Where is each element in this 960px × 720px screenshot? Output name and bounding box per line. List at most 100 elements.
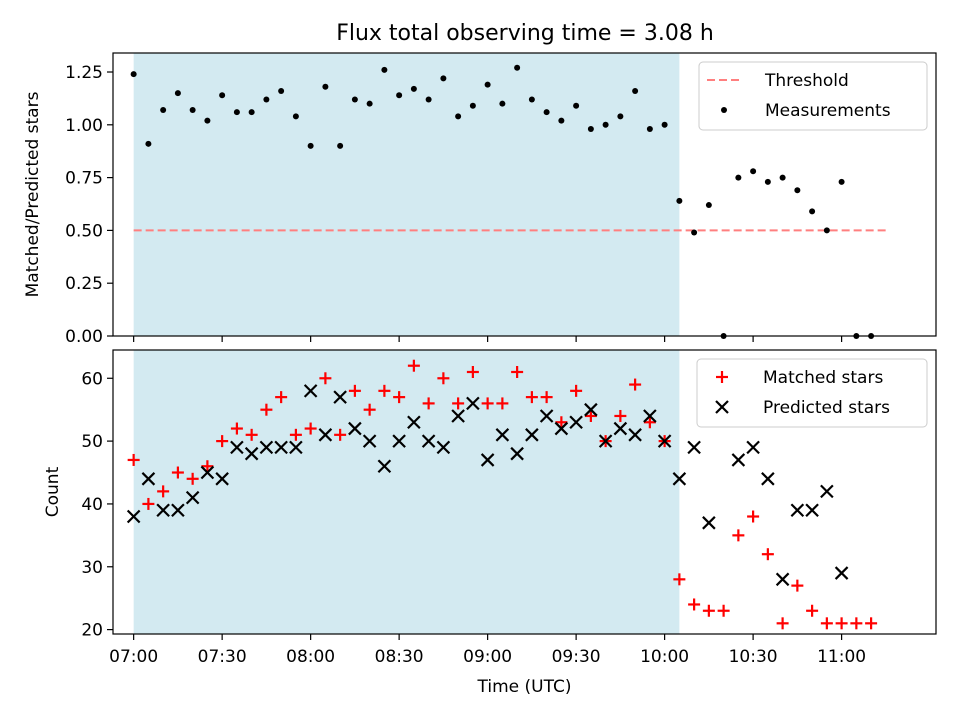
- measurement-point: [469, 102, 476, 109]
- matched-star-point: [835, 617, 848, 630]
- x-tick-label: 09:30: [552, 647, 601, 667]
- matched-star-point: [688, 598, 701, 611]
- measurement-point: [823, 227, 830, 234]
- matched-star-point: [540, 391, 553, 404]
- predicted-star-point: [436, 440, 451, 455]
- measurement-point: [307, 142, 314, 149]
- observing-interval-shade: [133, 53, 680, 336]
- top-plot-frame: [112, 52, 937, 337]
- predicted-star-point: [362, 434, 377, 448]
- predicted-star-point: [584, 402, 598, 417]
- measurement-point: [809, 208, 816, 215]
- matched-star-point: [363, 403, 376, 416]
- predicted-star-point: [244, 446, 259, 461]
- matched-star-point: [201, 460, 214, 473]
- y-tick-label: 0.50: [65, 221, 103, 241]
- x-tick-label: 07:30: [198, 647, 247, 667]
- predicted-star-point: [569, 415, 583, 430]
- matched-star-point: [378, 384, 391, 397]
- measurement-point: [646, 126, 653, 133]
- matched-star-point: [732, 529, 745, 542]
- matched-star-point: [820, 617, 833, 630]
- matched-star-point: [157, 485, 170, 498]
- matched-star-point: [570, 384, 583, 397]
- matched-star-point: [629, 378, 642, 391]
- bottom-plot-frame: [112, 349, 937, 635]
- measurement-point: [661, 121, 668, 128]
- predicted-star-point: [628, 428, 642, 442]
- predicted-star-point: [820, 484, 834, 499]
- matched-star-point: [245, 428, 258, 441]
- matched-star-point: [496, 397, 509, 410]
- y-tick-label: 30: [81, 558, 103, 578]
- predicted-star-point: [421, 434, 436, 448]
- matched-star-point: [643, 416, 656, 429]
- matched-star-point: [437, 372, 450, 385]
- measurement-point: [558, 117, 565, 124]
- measurement-point: [440, 75, 447, 82]
- legend-label: Predicted stars: [763, 398, 890, 418]
- measurement-point: [292, 113, 299, 120]
- predicted-star-point: [731, 453, 746, 467]
- top-legend: Threshold Measurements: [698, 61, 928, 131]
- predicted-star-point: [657, 434, 672, 448]
- measurement-point: [337, 142, 344, 149]
- measurement-point: [219, 92, 226, 99]
- matched-star-point: [171, 466, 184, 479]
- predicted-star-point: [525, 428, 539, 442]
- predicted-star-point: [554, 421, 569, 436]
- predicted-star-point: [539, 409, 554, 423]
- bottom-panel: 20 30 40 50 60 07:00 07:30 08:00 08:30 09:00 09:3…: [43, 349, 937, 697]
- predicted-star-point: [510, 446, 524, 461]
- matched-star-point: [776, 617, 789, 630]
- predicted-star-point: [451, 409, 465, 423]
- x-tick-label: 10:00: [640, 647, 689, 667]
- measurement-point: [528, 96, 535, 103]
- measurement-point: [794, 187, 801, 194]
- predicted-star-point: [805, 503, 819, 517]
- predicted-star-point: [230, 440, 244, 455]
- predicted-star-point: [318, 428, 333, 442]
- matched-star-point: [186, 472, 199, 485]
- predicted-star-point: [775, 572, 790, 587]
- measurement-point: [278, 88, 285, 95]
- measurement-point: [838, 178, 845, 185]
- matched-star-point: [511, 365, 524, 378]
- measurement-point: [573, 102, 580, 109]
- y-tick-label: 1.25: [65, 63, 103, 83]
- predicted-star-point: [156, 503, 170, 517]
- predicted-star-point: [466, 396, 480, 411]
- predicted-star-point: [348, 421, 362, 436]
- predicted-star-point: [303, 384, 318, 398]
- measurement-point: [233, 109, 240, 116]
- predicted-star-point: [185, 490, 200, 505]
- matched-star-point: [865, 617, 878, 630]
- y-tick-label: 60: [81, 369, 103, 389]
- matched-star-point: [289, 428, 302, 441]
- predicted-star-point: [672, 472, 687, 486]
- measurement-point: [381, 66, 388, 73]
- predicted-star-point: [790, 503, 805, 517]
- predicted-star-point: [613, 421, 628, 436]
- predicted-star-point: [834, 566, 849, 580]
- predicted-star-point: [495, 428, 510, 442]
- predicted-star-point: [259, 440, 274, 455]
- measurement-point: [735, 174, 742, 181]
- measurement-point: [396, 92, 403, 99]
- matched-star-point: [230, 422, 243, 435]
- measurement-point: [617, 113, 624, 120]
- observing-interval-shade: [133, 350, 680, 634]
- predicted-star-point: [333, 390, 347, 404]
- x-tick-label: 10:30: [729, 647, 778, 667]
- measurement-point: [499, 100, 506, 107]
- measurement-point: [322, 83, 329, 90]
- matched-star-point: [761, 548, 774, 561]
- matched-star-point: [142, 497, 155, 510]
- matched-star-point: [334, 428, 347, 441]
- matched-star-point: [466, 365, 479, 378]
- bottom-y-axis-label: Count: [43, 466, 63, 517]
- predicted-star-point: [480, 453, 495, 467]
- predicted-star-point: [171, 503, 185, 517]
- predicted-star-point: [215, 472, 229, 486]
